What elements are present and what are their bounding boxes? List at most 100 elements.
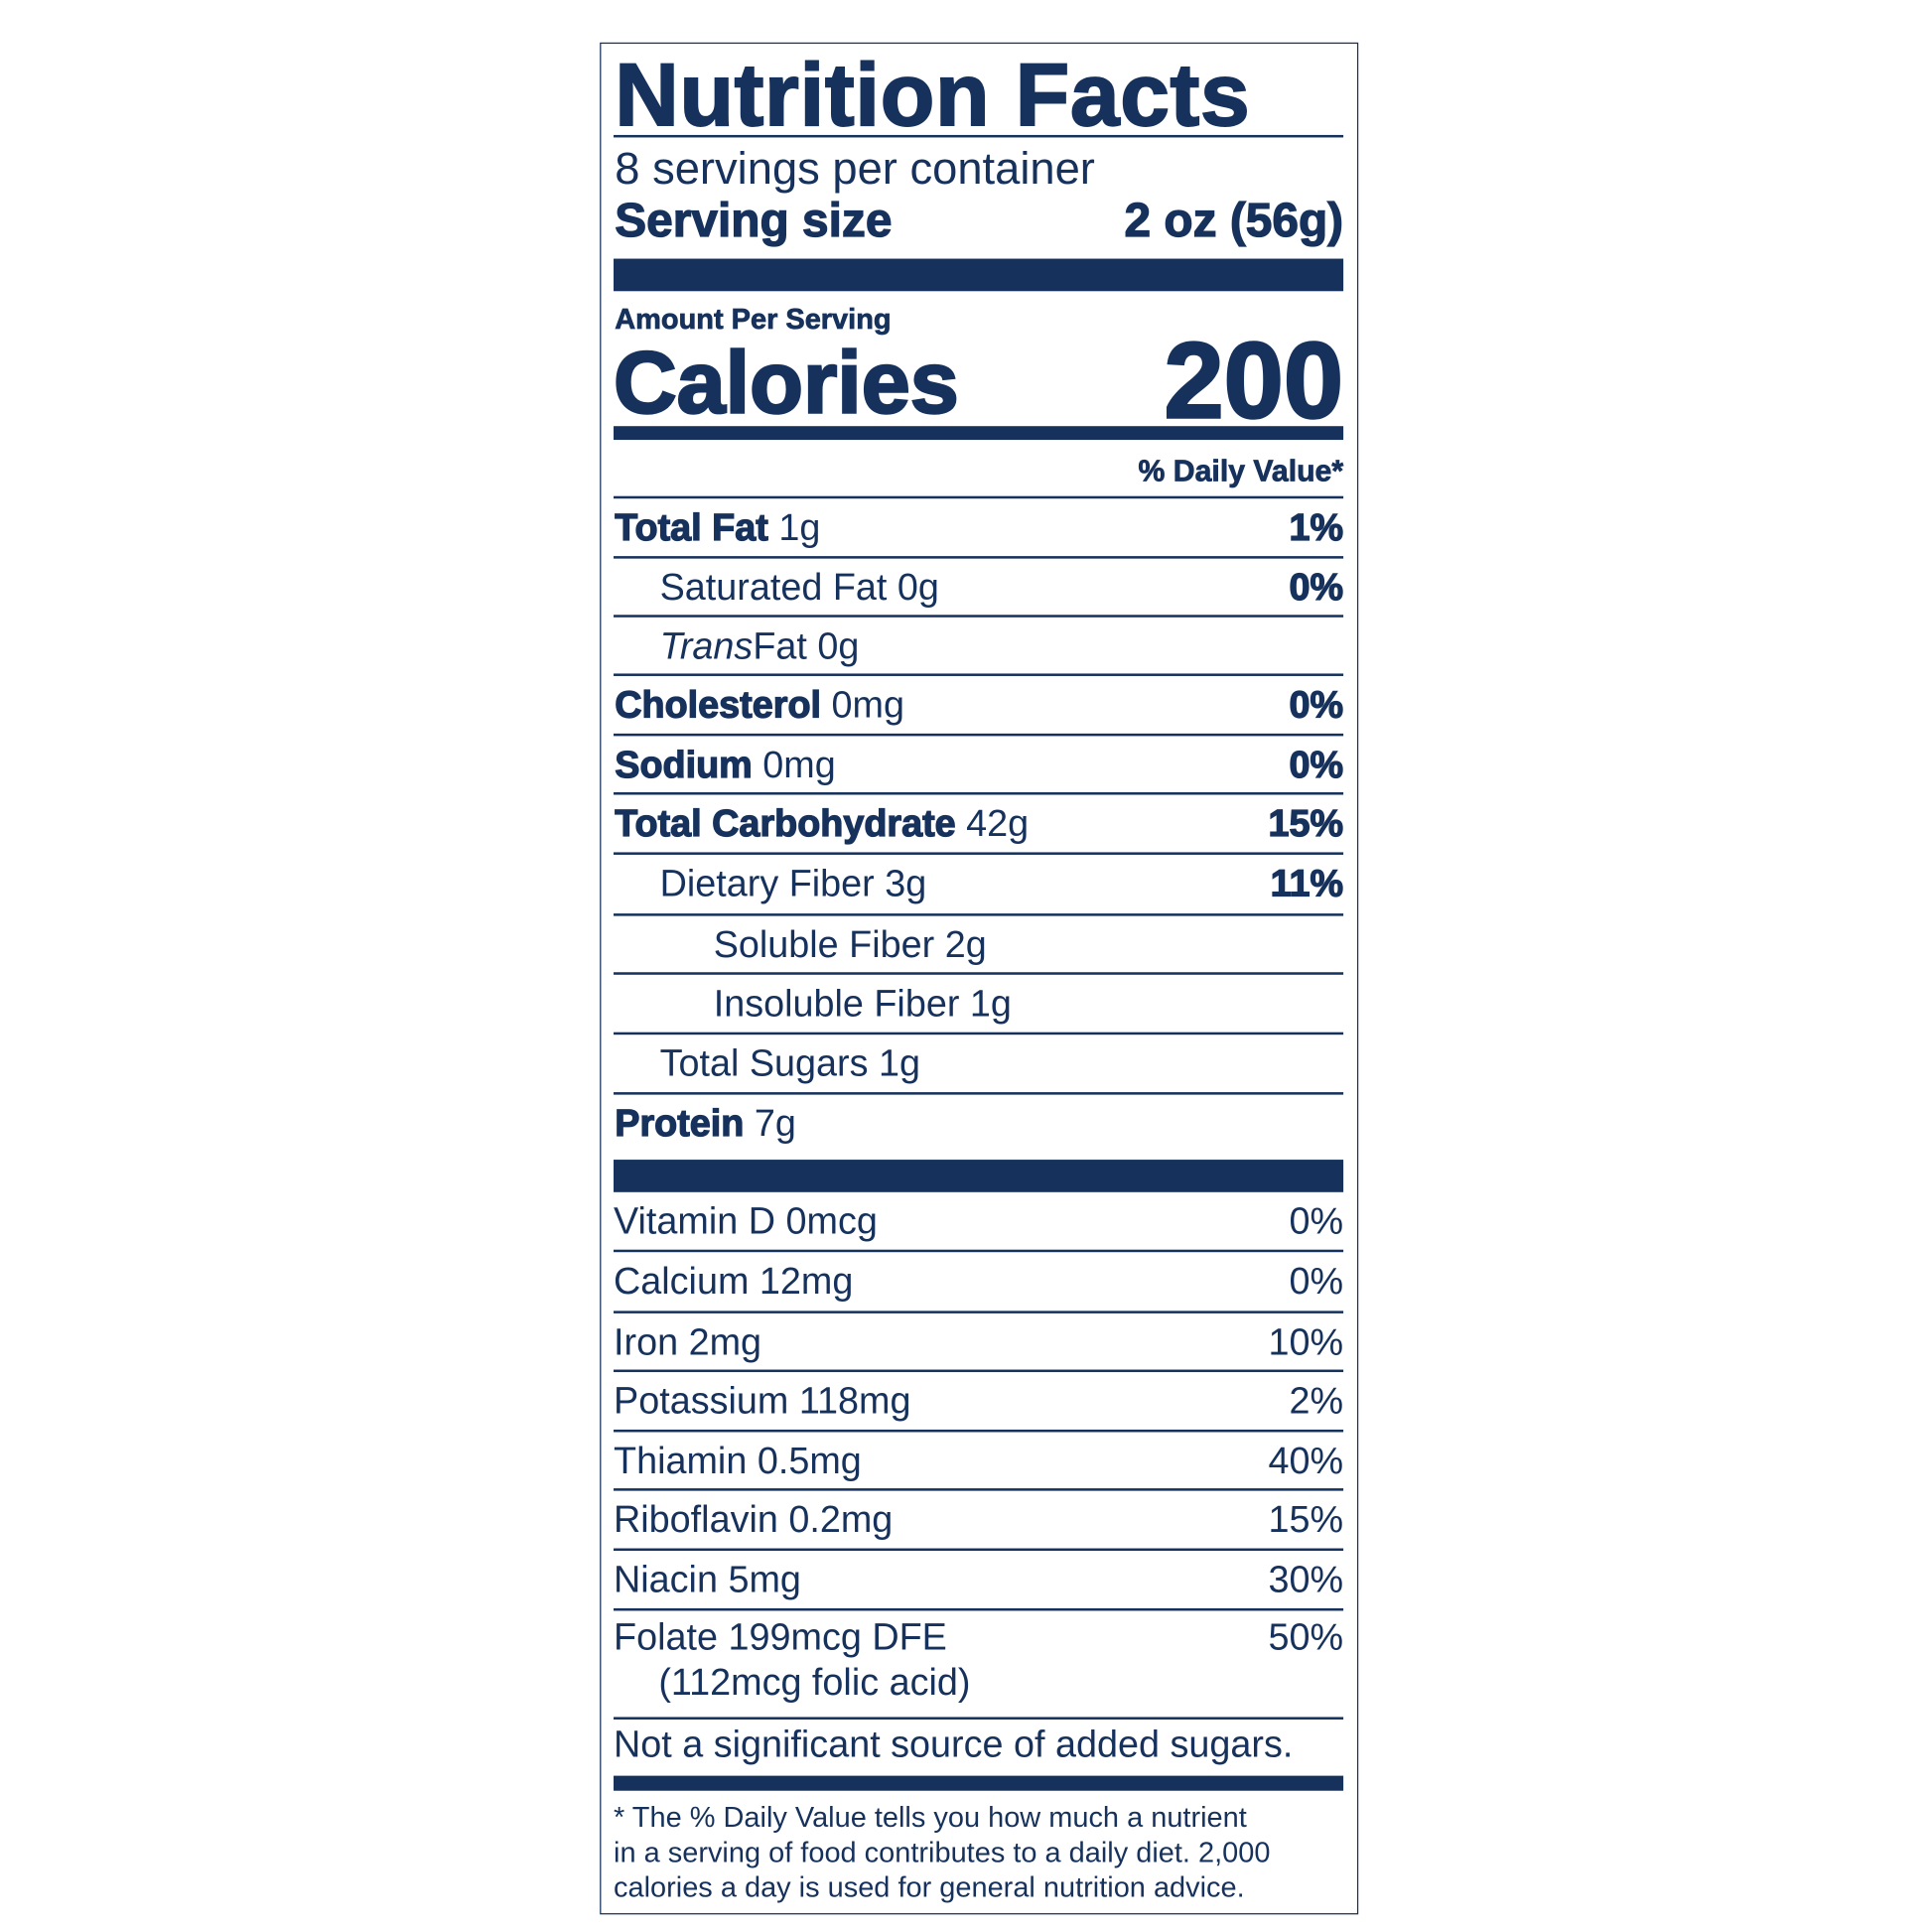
nutrient-name: Dietary Fiber xyxy=(659,863,875,904)
vitamin-amount: 12mg xyxy=(759,1260,854,1302)
servings-per-container: 8 servings per container xyxy=(615,142,1095,195)
vitamin-amount: 0.2mg xyxy=(788,1498,894,1541)
nutrient-row: Saturated Fat 0g 0% xyxy=(614,559,1344,618)
vitamin-gap xyxy=(749,1260,759,1302)
nutrient-amount: 2g xyxy=(944,923,987,966)
nutrient-gap xyxy=(768,506,779,549)
nutrient-name: Total Carbohydrate xyxy=(615,802,957,845)
divider xyxy=(614,1717,1344,1720)
vitamin-gap xyxy=(747,1441,758,1482)
footnote-line: calories a day is used for general nutri… xyxy=(614,1870,1245,1904)
vitamin-name: Potassium xyxy=(614,1380,789,1422)
vitamin-gap xyxy=(678,1321,689,1363)
vitamin-amount: 0.5mg xyxy=(757,1440,862,1482)
footnote-line: in a serving of food contributes to a da… xyxy=(614,1836,1271,1868)
vitamin-label: Thiamin 0.5mg xyxy=(614,1441,862,1483)
thick-divider xyxy=(614,1160,1344,1192)
nutrient-amount: 7g xyxy=(754,1102,796,1145)
calories-value: 200 xyxy=(1163,320,1344,442)
vitamin-row: Folate 199mcg DFE (112mcg folic acid) 50% xyxy=(614,1610,1343,1718)
divider xyxy=(614,913,1344,916)
vitamin-name: Folate xyxy=(614,1616,718,1659)
vitamin-amount: 5mg xyxy=(728,1559,801,1600)
nutrient-row: Soluble Fiber 2g xyxy=(614,916,1343,975)
vitamin-gap xyxy=(718,1559,729,1600)
nutrient-gap xyxy=(956,803,967,846)
thick-divider xyxy=(614,258,1344,292)
divider xyxy=(614,1032,1344,1035)
vitamin-row: Iron 2mg 10% xyxy=(614,1313,1343,1372)
nutrient-name-italic: Trans xyxy=(659,624,754,667)
divider xyxy=(614,972,1344,975)
nutrient-row: Insoluble Fiber 1g xyxy=(614,975,1343,1034)
divider xyxy=(614,495,1344,499)
vitamin-daily-value: 30% xyxy=(1268,1559,1344,1600)
divider xyxy=(614,673,1344,676)
added-sugars-text: Not a significant source of added sugars… xyxy=(614,1725,1294,1766)
medium-divider xyxy=(614,1775,1344,1791)
divider xyxy=(614,852,1344,855)
divider xyxy=(614,733,1344,737)
nutrient-amount: 1g xyxy=(778,506,821,548)
vitamin-name: Niacin xyxy=(614,1559,718,1600)
nutrient-row: Sodium 0mg 0% xyxy=(614,736,1344,794)
vitamin-label: Iron 2mg xyxy=(614,1321,761,1364)
vitamin-daily-value: 50% xyxy=(1268,1616,1344,1659)
nutrient-amount: 1g xyxy=(879,1042,921,1084)
nutrient-gap xyxy=(807,625,818,668)
vitamin-name: Iron xyxy=(614,1321,679,1363)
nutrient-name: Total Sugars xyxy=(659,1042,869,1084)
daily-value-header: % Daily Value* xyxy=(1138,455,1344,489)
vitamin-gap xyxy=(788,1380,799,1422)
nutrient-daily-value: 0% xyxy=(1289,744,1344,786)
added-sugars-note: Not a significant source of added sugars… xyxy=(614,1717,1343,1774)
nutrient-amount: 0mg xyxy=(831,684,904,726)
nutrient-name: Insoluble Fiber xyxy=(713,982,960,1025)
divider xyxy=(614,1548,1344,1552)
nutrient-row: Trans Fat 0g xyxy=(614,618,1343,676)
nutrient-name: Total Fat xyxy=(615,506,769,549)
divider xyxy=(614,1607,1344,1611)
nutrient-row: Cholesterol 0mg 0% xyxy=(614,676,1344,735)
divider xyxy=(614,1249,1344,1253)
divider xyxy=(614,792,1344,795)
vitamin-row: Vitamin D 0mcg 0% xyxy=(614,1192,1343,1251)
vitamin-label: Riboflavin 0.2mg xyxy=(614,1499,893,1542)
nutrient-gap xyxy=(887,567,897,610)
vitamin-label: Potassium 118mg xyxy=(614,1380,910,1423)
divider xyxy=(614,1311,1344,1313)
nutrient-gap xyxy=(821,684,832,727)
vitamin-amount: 0mcg xyxy=(785,1199,878,1242)
vitamin-label: Folate 199mcg DFE (112mcg folic acid) xyxy=(614,1615,970,1706)
nutrient-daily-value: 11% xyxy=(1270,863,1344,905)
divider xyxy=(614,1429,1344,1433)
nutrient-daily-value: 1% xyxy=(1289,506,1344,549)
vitamin-daily-value: 0% xyxy=(1289,1260,1344,1302)
nutrient-row: Total Fat 1g 1% xyxy=(614,498,1344,557)
nutrient-gap xyxy=(744,1103,755,1146)
nutrient-amount: 42g xyxy=(966,802,1030,845)
divider xyxy=(614,556,1344,559)
divider xyxy=(614,1092,1344,1095)
divider xyxy=(614,1488,1344,1491)
vitamin-gap xyxy=(778,1499,789,1541)
vitamin-subnote: (112mcg folic acid) xyxy=(658,1662,971,1704)
nutrient-row: Total Carbohydrate 42g 15% xyxy=(614,795,1344,854)
serving-size-label: Serving size xyxy=(615,195,893,248)
nutrient-row: Dietary Fiber 3g 11% xyxy=(614,855,1344,913)
amount-per-serving: Amount Per Serving xyxy=(615,302,892,336)
vitamin-daily-value: 10% xyxy=(1268,1321,1344,1363)
vitamin-daily-value: 0% xyxy=(1289,1199,1344,1242)
vitamin-amount: 2mg xyxy=(688,1321,762,1363)
nutrient-amount: 0g xyxy=(897,566,939,609)
vitamin-row: Calcium 12mg 0% xyxy=(614,1252,1343,1311)
nutrient-name: Protein xyxy=(615,1102,745,1145)
vitamin-label: Vitamin D 0mcg xyxy=(614,1200,878,1243)
nutrient-gap xyxy=(875,863,886,905)
footnote: * The % Daily Value tells you how much a… xyxy=(614,1800,1270,1905)
nutrient-name: Soluble Fiber xyxy=(713,923,935,966)
divider xyxy=(614,1369,1344,1373)
nutrient-daily-value: 15% xyxy=(1268,802,1344,845)
vitamin-name: Calcium xyxy=(614,1260,750,1302)
